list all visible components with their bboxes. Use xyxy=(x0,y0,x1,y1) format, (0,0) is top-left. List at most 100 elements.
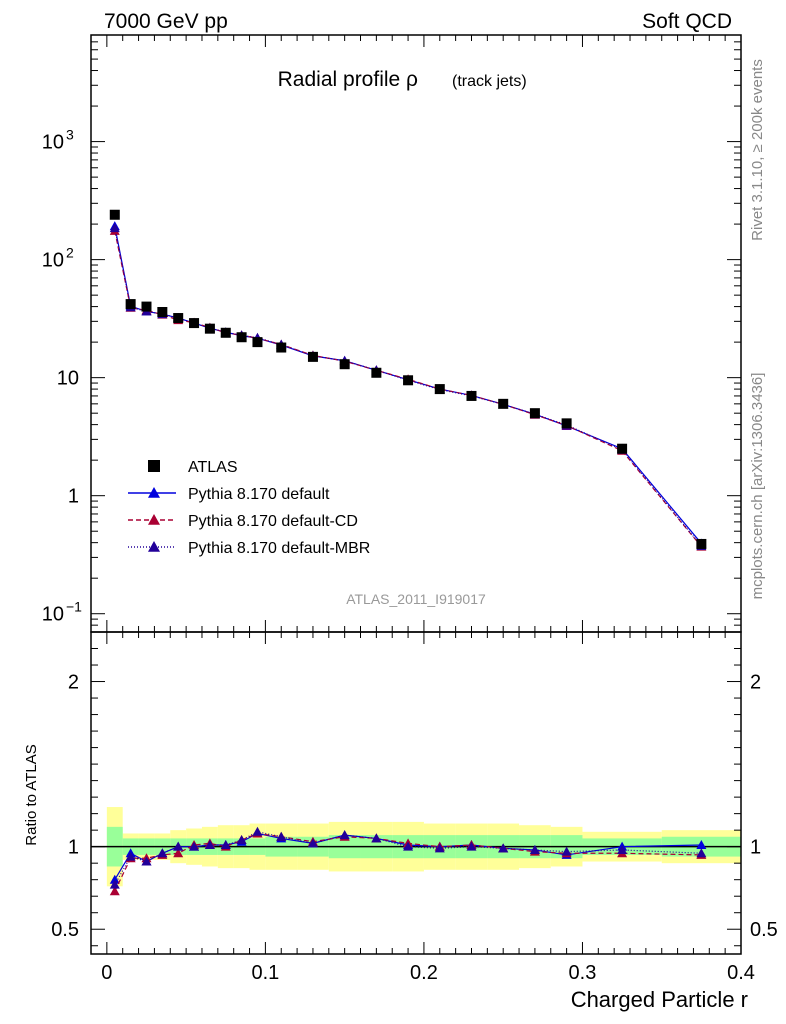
ratio-series-marker xyxy=(189,841,200,851)
main-title-subtitle: (track jets) xyxy=(452,73,527,90)
ratio-series-marker xyxy=(696,840,707,850)
data-point xyxy=(276,342,287,353)
ratio-series-marker xyxy=(236,835,247,845)
legend-label: Pythia 8.170 default-MBR xyxy=(188,540,370,557)
y-tick-exponent: −1 xyxy=(66,599,82,615)
data-point xyxy=(125,299,136,310)
main-title-text: Radial profile ρ xyxy=(278,68,418,91)
data-point xyxy=(371,367,382,378)
x-tick-label: 0.2 xyxy=(410,962,438,984)
data-point xyxy=(236,332,247,343)
legend-marker xyxy=(148,460,160,472)
ratio-plot-series xyxy=(109,826,707,896)
ratio-series-marker xyxy=(339,830,350,840)
legend-marker xyxy=(148,487,160,498)
ratio-series-marker xyxy=(529,844,540,854)
data-point xyxy=(561,418,572,429)
rivet-version-label: Rivet 3.1.10, ≥ 200k events xyxy=(749,59,766,241)
ratio-y-tick-label-left: 1 xyxy=(68,837,79,859)
ratio-series-marker xyxy=(696,848,707,858)
ratio-series-marker xyxy=(204,840,215,850)
legend-label: Pythia 8.170 default xyxy=(188,486,330,503)
legend-item: Pythia 8.170 default xyxy=(128,486,330,503)
x-axis-label: Charged Particle r xyxy=(571,987,748,1012)
ratio-series-line xyxy=(114,831,702,885)
data-point xyxy=(220,327,231,338)
y-tick-label: 10 xyxy=(42,132,64,154)
ratio-series-marker xyxy=(561,846,572,856)
header-left: 7000 GeV pp xyxy=(104,10,228,33)
axis-ticks xyxy=(91,34,742,954)
main-title: Radial profile ρ (track jets) xyxy=(278,68,527,91)
ratio-series-marker xyxy=(307,838,318,848)
data-point xyxy=(173,313,184,324)
ratio-series-marker xyxy=(252,826,263,836)
ratio-series-marker xyxy=(220,840,231,850)
data-point xyxy=(109,209,120,220)
x-tick-label: 0.3 xyxy=(569,962,597,984)
analysis-id: ATLAS_2011_I919017 xyxy=(346,591,486,607)
legend-label: ATLAS xyxy=(188,459,238,476)
ratio-y-tick-label-right: 2 xyxy=(750,672,761,694)
ratio-plot-frame xyxy=(90,631,742,955)
data-point xyxy=(339,359,350,370)
legend: ATLAS Pythia 8.170 default Pythia 8.170 de… xyxy=(128,459,370,557)
ratio-series-marker xyxy=(498,843,509,853)
ratio-series-marker xyxy=(276,831,287,841)
ratio-series-line xyxy=(114,832,702,892)
ratio-series-marker xyxy=(125,851,136,861)
legend-label: Pythia 8.170 default-CD xyxy=(188,513,358,530)
ratio-series-marker xyxy=(109,886,120,896)
main-plot-series xyxy=(109,209,707,551)
ratio-series-marker xyxy=(109,874,120,884)
data-point xyxy=(189,318,200,329)
x-tick-label: 0.4 xyxy=(727,962,755,984)
data-point xyxy=(204,323,215,334)
ratio-series-marker xyxy=(403,841,414,851)
ratio-y-tick-label-right: 0.5 xyxy=(750,919,778,941)
x-tick-label: 0 xyxy=(101,962,112,984)
ratio-y-axis-label: Ratio to ATLAS xyxy=(23,744,40,845)
legend-marker xyxy=(148,541,160,552)
legend-item: ATLAS xyxy=(148,459,238,476)
mcplots-label: mcplots.cern.ch [arXiv:1306.3436] xyxy=(749,373,766,600)
data-point xyxy=(307,351,318,362)
ratio-series-marker xyxy=(109,879,120,889)
ratio-y-tick-label-left: 0.5 xyxy=(51,919,79,941)
data-point xyxy=(434,384,445,395)
data-point xyxy=(498,398,509,409)
ratio-series-marker xyxy=(157,848,168,858)
x-tick-labels: 0 0.1 0.2 0.3 0.4 xyxy=(101,962,755,984)
legend-item: Pythia 8.170 default-CD xyxy=(128,513,358,530)
ratio-series-marker xyxy=(617,844,628,854)
header-right: Soft QCD xyxy=(642,10,732,33)
data-point xyxy=(466,390,477,401)
y-tick-label: 10 xyxy=(42,604,64,626)
data-point xyxy=(157,306,168,317)
y-tick-exponent: 3 xyxy=(66,127,74,143)
ratio-y-tick-labels: 2 2 1 1 0.5 0.5 xyxy=(51,672,778,942)
legend-item: Pythia 8.170 default-MBR xyxy=(128,540,370,557)
x-tick-label: 0.1 xyxy=(251,962,279,984)
ratio-series-marker xyxy=(434,843,445,853)
data-point xyxy=(403,375,414,386)
y-tick-exponent: 2 xyxy=(66,245,74,261)
ratio-series-marker xyxy=(173,841,184,851)
ratio-y-tick-label-right: 1 xyxy=(750,837,761,859)
data-point xyxy=(617,443,628,454)
ratio-series-marker xyxy=(141,856,152,866)
y-tick-label: 10 xyxy=(57,368,79,390)
data-point xyxy=(696,538,707,549)
ratio-series-marker xyxy=(371,833,382,843)
y-tick-label: 1 xyxy=(68,486,79,508)
ratio-y-tick-label-left: 2 xyxy=(68,672,79,694)
data-point xyxy=(252,337,263,348)
y-tick-label: 10 xyxy=(42,250,64,272)
series-marker xyxy=(109,223,120,233)
ratio-series-marker xyxy=(173,848,184,858)
ratio-series-marker xyxy=(466,841,477,851)
series-line xyxy=(114,228,702,547)
data-point xyxy=(529,408,540,419)
